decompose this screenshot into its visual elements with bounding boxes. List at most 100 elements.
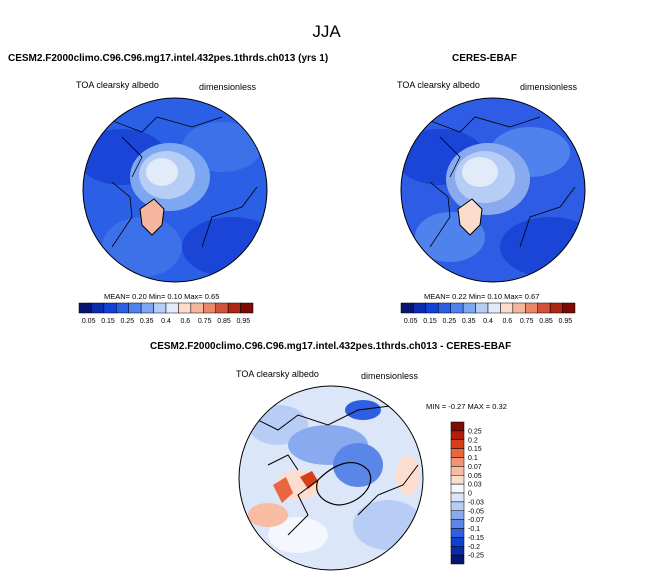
panel-model-units: dimensionless — [199, 82, 257, 92]
colorbar-tick-label: 0.6 — [502, 318, 512, 325]
colorbar-swatch — [450, 448, 465, 458]
greenland-shape — [139, 198, 165, 236]
max-label: Max= — [184, 292, 203, 301]
colorbar-swatch — [525, 302, 538, 314]
min-value: 0.10 — [487, 292, 503, 301]
panel-obs-units: dimensionless — [520, 82, 578, 92]
panel-diff-map — [238, 385, 424, 571]
panel-diff-colorbar: 0.25 0.2 0.15 0.1 0.07 0.05 0.03 0-0.03 -0.05 -0.… — [450, 421, 484, 565]
colorbar-tick-label: -0.2 — [468, 544, 480, 551]
colorbar-tick-label: 0.15 — [423, 318, 437, 325]
colorbar-swatch — [450, 492, 465, 503]
colorbar-tick-label: 0.15 — [101, 318, 115, 325]
coastlines — [101, 116, 258, 248]
colorbar-swatch — [203, 302, 216, 314]
panel-model-stats: MEAN= 0.20 Min= 0.10 Max= 0.65 — [104, 292, 219, 301]
greenland-shape — [457, 198, 483, 236]
colorbar-tick-label: 0.05 — [82, 318, 96, 325]
colorbar-swatch — [549, 302, 563, 314]
panel-diff-variable: TOA clearsky albedo — [236, 369, 319, 379]
colorbar-swatch — [413, 302, 427, 314]
colorbar-swatch — [450, 510, 465, 520]
colorbar-tick-label: 0.1 — [468, 455, 478, 462]
coastlines — [247, 404, 419, 536]
panel-diff-title: CESM2.F2000climo.C96.C96.mg17.intel.432p… — [150, 341, 512, 352]
colorbar-swatch — [450, 546, 465, 556]
colorbar-swatch — [450, 475, 465, 485]
panel-obs-colorbar: 0.05 0.15 0.25 0.35 0.4 0.6 0.75 0.85 0.95 — [400, 302, 576, 325]
panel-obs-variable: TOA clearsky albedo — [397, 80, 480, 90]
colorbar-swatch — [450, 439, 465, 449]
panel-model-variable: TOA clearsky albedo — [76, 80, 159, 90]
colorbar-swatch — [400, 302, 414, 314]
colorbar-tick-label: -0.05 — [468, 508, 484, 515]
colorbar-swatch — [450, 519, 465, 529]
mean-value: 0.22 — [452, 292, 467, 301]
colorbar-swatch — [116, 302, 129, 314]
colorbar-tick-label: 0.15 — [468, 446, 482, 453]
colorbar-swatch — [438, 302, 451, 314]
colorbar-swatch — [500, 302, 514, 314]
panel-obs-map — [400, 97, 586, 283]
colorbar-tick-label: 0.35 — [140, 318, 154, 325]
colorbar-swatch — [450, 501, 465, 511]
colorbar-swatch — [562, 302, 576, 314]
panel-diff-stats: MIN = -0.27 MAX = 0.32 — [426, 402, 507, 411]
colorbar-swatch — [450, 483, 465, 494]
colorbar-tick-label: -0.25 — [468, 553, 484, 560]
coastlines — [419, 116, 576, 248]
colorbar-tick-label: 0.25 — [121, 318, 135, 325]
colorbar-tick-label: -0.1 — [468, 526, 480, 533]
zero-contour — [316, 461, 372, 506]
mean-label: MEAN= — [424, 292, 451, 301]
colorbar-tick-label: -0.07 — [468, 517, 484, 524]
colorbar-tick-label: 0.35 — [462, 318, 476, 325]
colorbar-swatch — [178, 302, 192, 314]
max-value: 0.65 — [204, 292, 220, 301]
colorbar-tick-label: 0.25 — [468, 428, 482, 435]
map-border — [400, 97, 586, 283]
colorbar-swatch — [537, 302, 551, 314]
colorbar-tick-label: 0.6 — [180, 318, 190, 325]
colorbar-tick-label: 0.25 — [443, 318, 457, 325]
colorbar-swatch — [487, 302, 501, 314]
panel-model-colorbar: 0.05 0.15 0.25 0.35 0.4 0.6 0.75 0.85 0.95 — [78, 302, 254, 325]
colorbar-tick-label: -0.03 — [468, 499, 484, 506]
colorbar-tick-label: 0.05 — [468, 473, 482, 480]
colorbar-swatch — [140, 302, 154, 314]
colorbar-tick-label: 0.2 — [468, 437, 478, 444]
colorbar-swatch — [190, 302, 204, 314]
colorbar-tick-label: 0.85 — [217, 318, 231, 325]
colorbar-swatch — [462, 302, 476, 314]
colorbar-swatch — [450, 421, 465, 432]
min-value: 0.10 — [167, 292, 183, 301]
panel-model-map — [82, 97, 268, 283]
map-border — [82, 97, 268, 283]
colorbar-tick-label: 0.95 — [559, 318, 573, 325]
colorbar-tick-label: 0.4 — [483, 318, 493, 325]
mean-label: MEAN= — [104, 292, 131, 301]
colorbar-tick-label: -0.15 — [468, 535, 484, 542]
colorbar-swatch — [91, 302, 105, 314]
colorbar-tick-label: 0.95 — [237, 318, 251, 325]
panel-obs-title: CERES-EBAF — [452, 53, 518, 64]
colorbar-swatch — [475, 302, 489, 314]
colorbar-tick-label: 0 — [468, 491, 472, 498]
colorbar-swatch — [78, 302, 92, 314]
max-value: 0.67 — [524, 292, 540, 301]
colorbar-swatch — [450, 466, 465, 476]
colorbar-tick-label: 0.07 — [468, 464, 482, 471]
colorbar-swatch — [450, 302, 464, 314]
colorbar-swatch — [227, 302, 241, 314]
colorbar-tick-label: 0.75 — [520, 318, 534, 325]
max-label: Max= — [504, 292, 523, 301]
colorbar-swatch — [450, 528, 465, 538]
colorbar-swatch — [450, 457, 465, 467]
colorbar-tick-label: 0.03 — [468, 482, 482, 489]
colorbar-tick-label: 0.85 — [539, 318, 553, 325]
colorbar-swatch — [450, 554, 465, 565]
panel-model-title: CESM2.F2000climo.C96.C96.mg17.intel.432p… — [8, 53, 329, 64]
colorbar-tick-label: 0.75 — [198, 318, 212, 325]
colorbar-tick-label: 0.05 — [404, 318, 418, 325]
colorbar-swatch — [425, 302, 439, 314]
